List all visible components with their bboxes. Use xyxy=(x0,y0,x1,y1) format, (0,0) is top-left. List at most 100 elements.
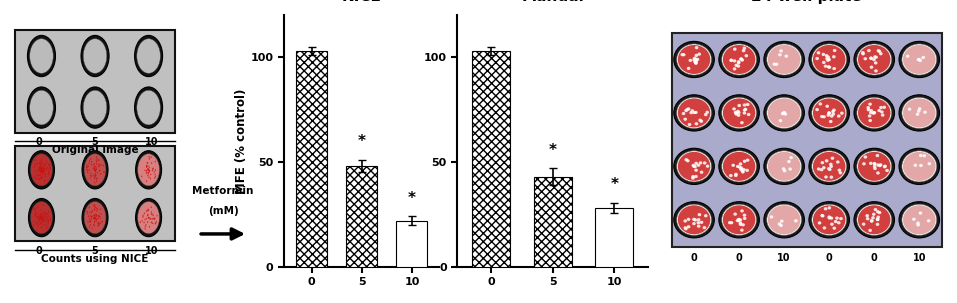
Circle shape xyxy=(876,223,879,226)
Circle shape xyxy=(764,42,805,78)
Circle shape xyxy=(48,211,50,212)
Circle shape xyxy=(136,151,162,189)
Circle shape xyxy=(94,215,95,217)
Circle shape xyxy=(95,218,96,220)
Circle shape xyxy=(736,219,739,222)
Circle shape xyxy=(917,109,921,113)
Circle shape xyxy=(768,45,800,74)
Circle shape xyxy=(46,228,47,229)
Circle shape xyxy=(87,221,89,223)
Circle shape xyxy=(49,164,50,165)
Circle shape xyxy=(830,175,834,179)
Circle shape xyxy=(140,221,141,223)
Circle shape xyxy=(41,227,42,228)
Circle shape xyxy=(91,172,92,174)
Circle shape xyxy=(83,39,107,73)
Text: 0: 0 xyxy=(871,253,878,263)
Circle shape xyxy=(778,53,782,56)
Circle shape xyxy=(145,224,146,226)
Circle shape xyxy=(36,212,37,213)
Circle shape xyxy=(854,202,895,238)
Circle shape xyxy=(136,198,162,237)
Circle shape xyxy=(684,158,688,161)
Circle shape xyxy=(38,216,39,218)
Circle shape xyxy=(882,165,886,168)
Circle shape xyxy=(44,173,45,175)
Circle shape xyxy=(820,214,824,217)
Circle shape xyxy=(868,119,872,122)
Circle shape xyxy=(94,225,95,226)
Circle shape xyxy=(47,167,48,169)
Circle shape xyxy=(683,118,687,121)
Circle shape xyxy=(94,169,95,171)
Circle shape xyxy=(869,162,873,165)
Circle shape xyxy=(94,169,95,171)
Circle shape xyxy=(674,202,714,238)
Circle shape xyxy=(141,175,143,177)
Circle shape xyxy=(870,219,874,222)
Circle shape xyxy=(746,113,750,116)
Circle shape xyxy=(767,204,802,235)
Circle shape xyxy=(42,173,44,175)
Circle shape xyxy=(43,220,44,221)
Circle shape xyxy=(100,173,101,175)
Circle shape xyxy=(41,168,42,170)
Circle shape xyxy=(46,169,47,170)
Title: Manual: Manual xyxy=(522,0,584,4)
Circle shape xyxy=(41,176,43,178)
Circle shape xyxy=(96,174,97,176)
Circle shape xyxy=(148,176,149,178)
Circle shape xyxy=(702,161,706,165)
Circle shape xyxy=(739,223,743,226)
Circle shape xyxy=(100,208,101,210)
Bar xyxy=(396,221,428,267)
Circle shape xyxy=(150,178,151,179)
Circle shape xyxy=(40,168,42,169)
Circle shape xyxy=(741,170,745,174)
Circle shape xyxy=(746,158,749,162)
Circle shape xyxy=(135,87,163,128)
Circle shape xyxy=(45,218,46,220)
Circle shape xyxy=(39,162,40,164)
Circle shape xyxy=(93,175,94,176)
Circle shape xyxy=(42,221,43,222)
Circle shape xyxy=(48,171,50,173)
Circle shape xyxy=(818,102,822,105)
Circle shape xyxy=(901,151,937,182)
Circle shape xyxy=(692,222,696,225)
Circle shape xyxy=(741,169,745,172)
Circle shape xyxy=(832,112,835,116)
Circle shape xyxy=(824,175,828,179)
Circle shape xyxy=(147,171,149,173)
Text: *: * xyxy=(548,143,557,158)
Circle shape xyxy=(742,49,746,52)
Circle shape xyxy=(96,161,97,162)
Circle shape xyxy=(40,218,42,220)
Circle shape xyxy=(901,97,937,128)
Circle shape xyxy=(38,223,39,225)
Circle shape xyxy=(834,220,837,223)
Circle shape xyxy=(784,112,788,116)
Circle shape xyxy=(869,57,873,60)
Circle shape xyxy=(736,165,740,168)
Circle shape xyxy=(737,111,741,114)
Circle shape xyxy=(825,159,829,162)
Circle shape xyxy=(39,218,40,220)
Circle shape xyxy=(49,168,50,170)
Circle shape xyxy=(880,114,884,117)
Circle shape xyxy=(704,113,707,116)
Circle shape xyxy=(42,219,43,221)
Circle shape xyxy=(89,207,90,208)
Circle shape xyxy=(98,215,100,217)
Circle shape xyxy=(879,106,882,109)
Circle shape xyxy=(155,175,156,177)
Circle shape xyxy=(719,95,759,131)
Circle shape xyxy=(46,217,47,218)
Circle shape xyxy=(857,204,892,235)
Circle shape xyxy=(94,178,96,180)
Circle shape xyxy=(96,207,98,209)
Circle shape xyxy=(768,152,800,181)
Circle shape xyxy=(39,179,40,180)
Circle shape xyxy=(150,174,151,175)
Text: 0: 0 xyxy=(736,253,743,263)
